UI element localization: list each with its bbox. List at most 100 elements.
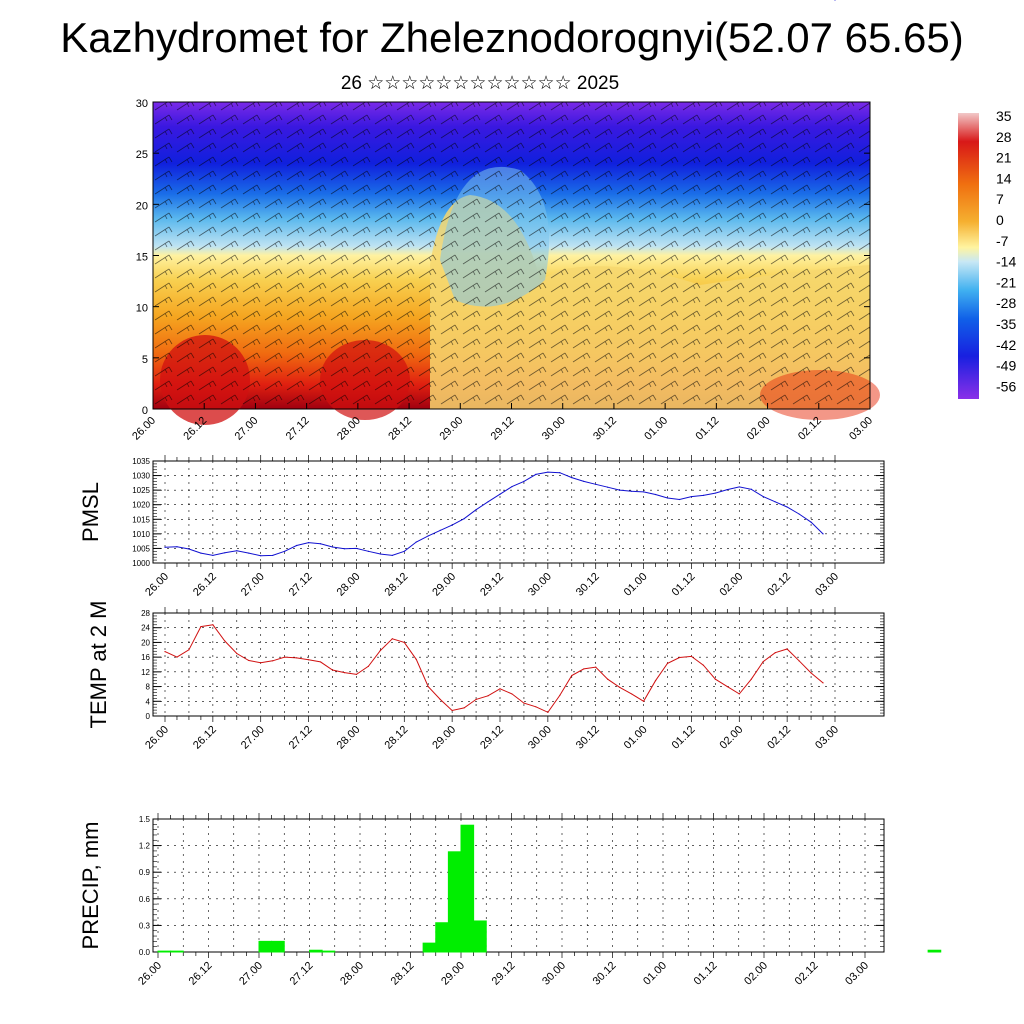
data-point (212, 554, 214, 557)
data-point (379, 553, 381, 555)
x-tick-label: 03.00 (813, 724, 841, 752)
y-tick-label: 1025 (132, 486, 150, 495)
x-tick-label: 01.12 (670, 724, 698, 752)
precip-bar (271, 940, 285, 953)
y-tick-label: 28 (141, 609, 150, 618)
colorbar-label: -56 (996, 378, 1016, 394)
x-tick-label: 01.00 (622, 724, 650, 752)
x-tick-label: 26.00 (136, 960, 164, 988)
data-point (607, 486, 609, 488)
y-tick-label: 0.0 (139, 948, 151, 957)
precip-bar (447, 851, 462, 953)
data-point (678, 656, 681, 659)
data-point (439, 529, 441, 531)
data-point (296, 657, 298, 659)
data-point (607, 678, 609, 680)
pmsl-line (164, 471, 824, 557)
panel-frame (152, 818, 885, 953)
data-point (319, 661, 322, 663)
heatmap-y-tick-label: 15 (136, 252, 148, 264)
y-tick-label: 16 (141, 653, 150, 662)
data-point (822, 682, 824, 684)
heatmap-y-tick-label: 10 (136, 303, 148, 315)
data-point (272, 660, 274, 662)
data-point (714, 492, 716, 494)
heatmap-x-tick-label: 03.00 (847, 415, 875, 443)
data-point (403, 550, 405, 552)
data-point (212, 624, 214, 626)
y-tick-label: 1.2 (139, 842, 151, 851)
data-point (319, 543, 322, 545)
precip-bar (927, 949, 942, 953)
y-axis-label: PMSL (78, 482, 103, 542)
y-axis-label: TEMP at 2 M (86, 601, 111, 729)
y-tick-label: 1030 (132, 472, 150, 481)
data-point (714, 678, 716, 680)
data-point (415, 541, 417, 543)
x-tick-label: 30.12 (591, 960, 619, 988)
data-point (355, 547, 358, 550)
data-point (343, 671, 346, 674)
data-point (810, 672, 812, 674)
data-point (296, 544, 298, 547)
data-point (236, 550, 238, 552)
x-tick-label: 02.00 (717, 571, 745, 599)
data-point (499, 688, 501, 690)
temperature-chart: 0 4 8 12 16 20 24 28 26.00 26.12 27.00 27.12 28.00 28… (86, 601, 885, 752)
heatmap-x-tick-label: 30.00 (540, 415, 568, 443)
x-tick-label: 29.12 (478, 724, 506, 752)
data-point (367, 550, 369, 552)
heatmap-x-tick-label: 30.12 (591, 415, 619, 443)
data-point (224, 640, 226, 642)
data-point (463, 707, 465, 709)
x-tick-label: 30.00 (540, 960, 568, 988)
panel-frame (152, 612, 885, 717)
precip-bar (435, 922, 449, 953)
data-point (774, 652, 776, 654)
y-tick-label: 1015 (132, 515, 150, 524)
chart-subtitle: 26 ☆☆☆☆☆☆☆☆☆☆☆☆ 2025 (340, 73, 620, 94)
heatmap-x-tick-label: 27.12 (284, 415, 312, 443)
colorbar-label: 21 (996, 150, 1012, 166)
y-tick-label: 0.9 (139, 868, 151, 877)
y-tick-label: 0.6 (139, 895, 151, 904)
y-tick-label: 20 (141, 638, 150, 647)
data-point (535, 473, 537, 476)
data-point (642, 700, 645, 702)
data-point (583, 668, 585, 670)
data-point (200, 552, 202, 554)
heatmap-y-tick-label: 5 (142, 354, 148, 366)
y-tick-label: 24 (141, 624, 150, 633)
heatmap-y-tick-label: 20 (136, 200, 148, 212)
data-point (750, 488, 752, 490)
data-point (654, 493, 657, 496)
data-point (284, 656, 286, 658)
heatmap-y-tick-label: 0 (142, 405, 148, 417)
colorbar-label: 35 (996, 108, 1012, 124)
data-point (439, 698, 441, 701)
precip-bar (422, 942, 437, 953)
data-point (511, 693, 513, 695)
colorbar-label: -42 (996, 337, 1016, 353)
heatmap-x-tick-label: 27.00 (233, 415, 261, 443)
data-point (726, 685, 728, 688)
data-point (678, 498, 681, 501)
x-tick-label: 28.12 (382, 571, 410, 599)
y-tick-label: 12 (141, 668, 150, 677)
precip-bar (473, 920, 487, 953)
data-point (654, 680, 657, 682)
data-point (619, 686, 621, 688)
data-point (511, 486, 513, 488)
x-tick-label: 03.00 (813, 571, 841, 599)
colorbar-label: 7 (996, 191, 1004, 207)
heatmap-x-tick-label: 29.00 (437, 415, 465, 443)
heatmap-x-tick-label: 01.12 (694, 415, 722, 443)
x-tick-label: 01.00 (641, 960, 669, 988)
data-point (642, 491, 645, 493)
data-point (331, 546, 334, 548)
data-point (666, 497, 669, 499)
data-point (415, 658, 417, 660)
y-tick-label: 1005 (132, 544, 150, 553)
